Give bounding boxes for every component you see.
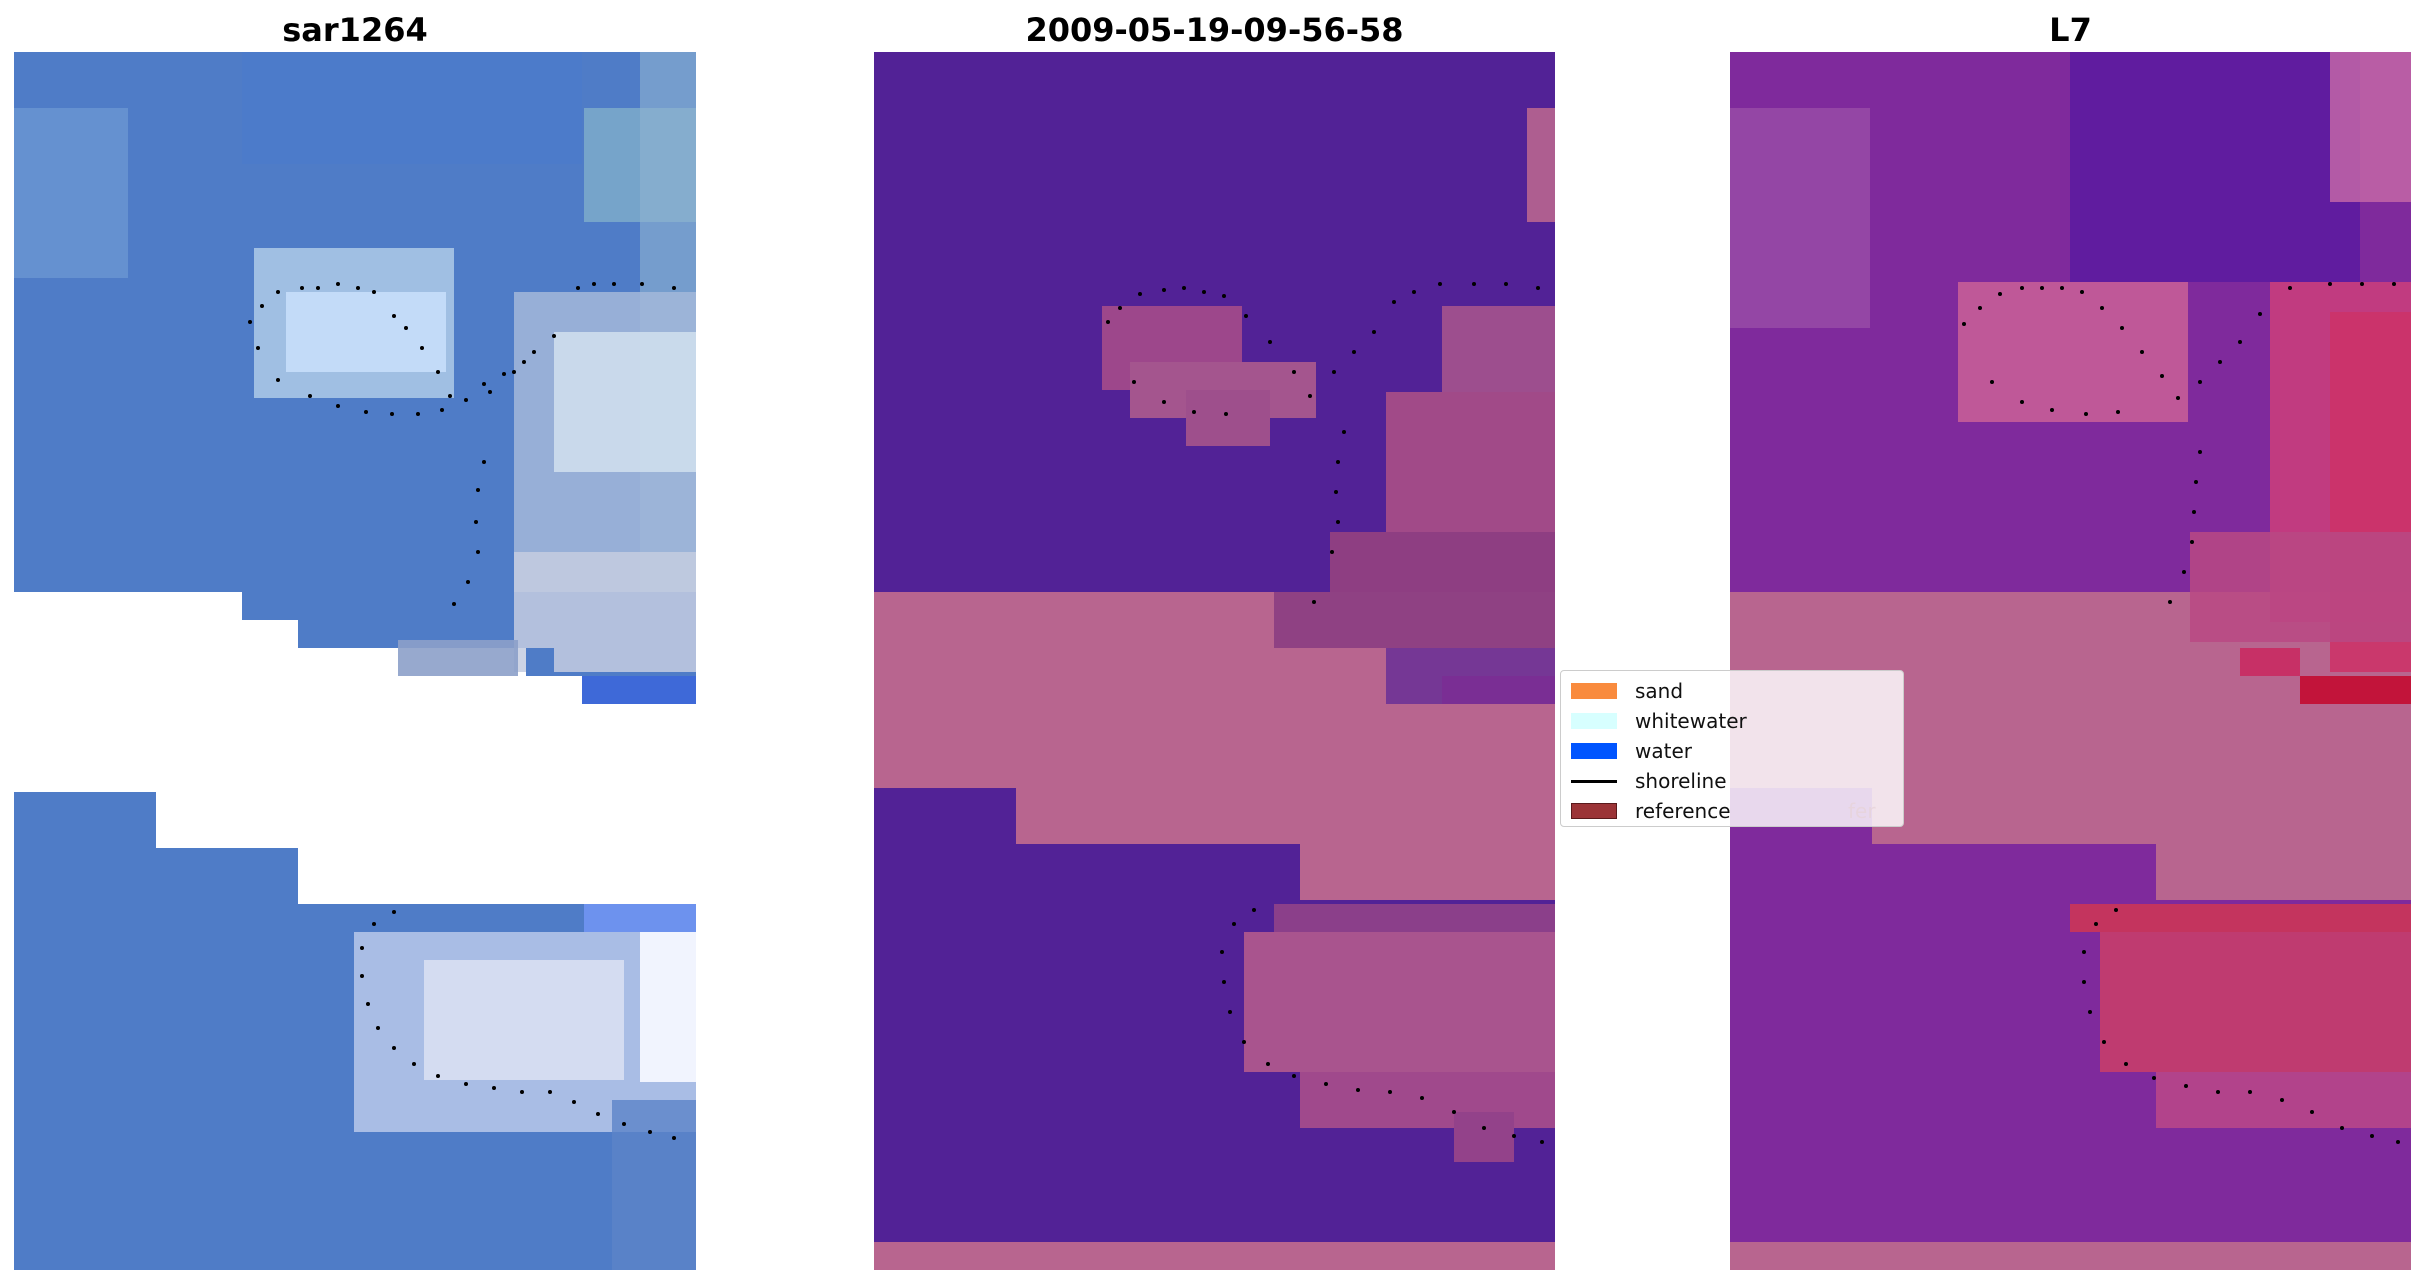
legend-item-reference: reference bbox=[1571, 799, 1731, 823]
mndwi-image-panel bbox=[1730, 52, 2411, 1270]
legend-label-water: water bbox=[1635, 739, 1692, 763]
panel-title-classified: 2009-05-19-09-56-58 bbox=[1025, 11, 1404, 49]
panel-title-rgb: sar1264 bbox=[282, 11, 428, 49]
legend-item-water: water bbox=[1571, 739, 1692, 763]
legend-label-sand: sand bbox=[1635, 679, 1684, 703]
rgb-image-panel bbox=[14, 52, 696, 1270]
rgb-image bbox=[14, 52, 696, 1270]
legend-label-shoreline: shoreline bbox=[1635, 769, 1727, 793]
legend-swatch-whitewater bbox=[1571, 713, 1617, 729]
legend-item-shoreline: shoreline bbox=[1571, 769, 1727, 793]
legend: sand whitewater water shoreline referenc… bbox=[1560, 670, 1904, 827]
legend-swatch-water bbox=[1571, 743, 1617, 759]
legend-swatch-sand bbox=[1571, 683, 1617, 699]
legend-label-whitewater: whitewater bbox=[1635, 709, 1747, 733]
legend-item-sand: sand bbox=[1571, 679, 1684, 703]
legend-line-shoreline bbox=[1571, 779, 1617, 783]
panel-title-mndwi: L7 bbox=[2049, 11, 2092, 49]
legend-label-reference: reference bbox=[1635, 799, 1731, 823]
legend-item-whitewater: whitewater bbox=[1571, 709, 1747, 733]
mndwi-image bbox=[1730, 52, 2411, 1270]
legend-swatch-reference bbox=[1571, 803, 1617, 819]
classified-image bbox=[874, 52, 1555, 1270]
classified-image-panel bbox=[874, 52, 1555, 1270]
